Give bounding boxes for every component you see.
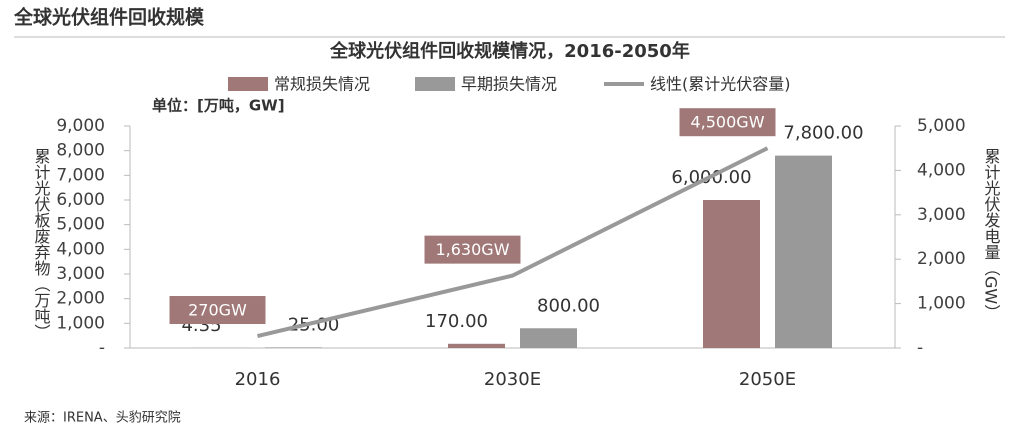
- y-tick-label: 4,000: [56, 239, 105, 259]
- legend-swatch: [228, 77, 268, 91]
- y-tick-label: 3,000: [56, 264, 105, 284]
- y-tick-label: -: [99, 338, 105, 358]
- bar: [775, 155, 832, 348]
- label-box: [679, 108, 776, 137]
- label-box: [424, 235, 521, 264]
- value-label: 1,630GW: [435, 240, 509, 259]
- y2-axis-label: 累计光伏发电量（GW）: [982, 148, 1001, 320]
- value-label: 170.00: [425, 311, 488, 332]
- bar: [448, 343, 505, 348]
- y2-tick-label: 3,000: [917, 205, 966, 225]
- x-tick-label: 2016: [235, 369, 281, 390]
- y2-tick-label: -: [917, 338, 923, 358]
- x-tick-label: 2030E: [484, 369, 541, 390]
- y-tick-label: 7,000: [56, 165, 105, 185]
- y-tick-label: 6,000: [56, 190, 105, 210]
- legend-swatch: [415, 77, 455, 91]
- legend-label: 线性(累计光伏容量): [650, 75, 791, 94]
- value-label: 4,500GW: [690, 113, 764, 132]
- bar: [265, 347, 322, 348]
- y-tick-label: 1,000: [56, 313, 105, 333]
- y-tick-label: 2,000: [56, 289, 105, 309]
- value-label: 7,800.00: [783, 123, 863, 144]
- y-tick-label: 5,000: [56, 215, 105, 235]
- value-label: 800.00: [537, 295, 600, 316]
- source: 来源：IRENA、头豹研究院: [24, 411, 181, 426]
- legend-label: 早期损失情况: [461, 75, 557, 94]
- y2-tick-label: 4,000: [917, 160, 966, 180]
- value-label: 270GW: [188, 301, 247, 320]
- y-axis-label: 累计光伏板废弃物（万吨）: [32, 148, 51, 340]
- y2-tick-label: 1,000: [917, 294, 966, 314]
- line: [257, 146, 769, 338]
- page-title: 全球光伏组件回收规模: [13, 6, 205, 29]
- bar: [520, 328, 577, 348]
- x-tick-label: 2050E: [739, 369, 796, 390]
- label-box: [169, 296, 266, 325]
- bar: [703, 200, 760, 348]
- y2-tick-label: 5,000: [917, 116, 966, 136]
- y-tick-label: 8,000: [56, 141, 105, 161]
- chart-title: 全球光伏组件回收规模情况，2016-2050年: [329, 40, 690, 62]
- unit-note: 单位：[万吨，GW]: [152, 97, 285, 115]
- legend-label: 常规损失情况: [274, 75, 370, 94]
- y2-tick-label: 2,000: [917, 249, 966, 269]
- y-tick-label: 9,000: [56, 116, 105, 136]
